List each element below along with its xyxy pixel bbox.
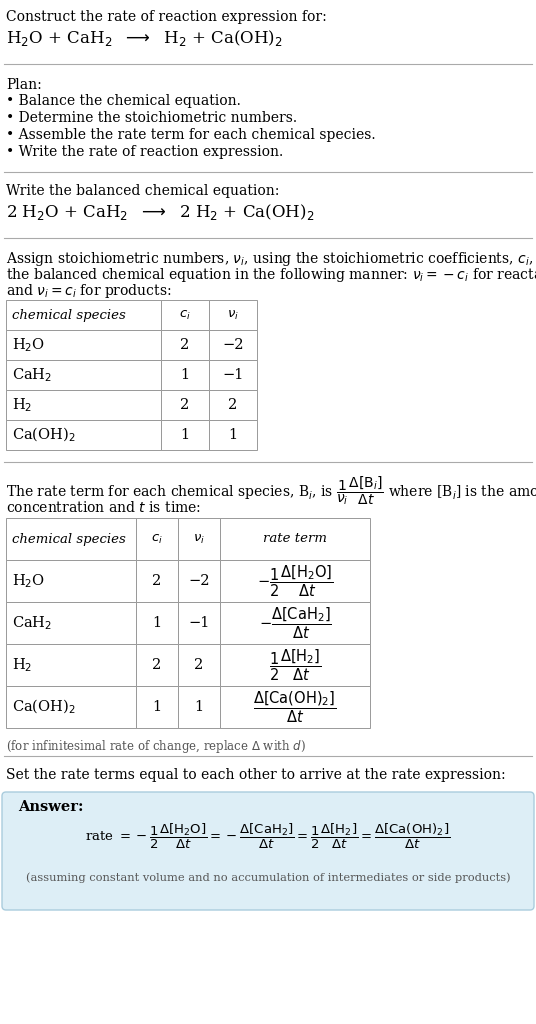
Text: Plan:: Plan: (6, 78, 42, 92)
Text: −2: −2 (222, 338, 244, 352)
Text: 1: 1 (228, 428, 237, 442)
Bar (6, 300, 161, 330)
Text: −1: −1 (188, 616, 210, 630)
Text: • Write the rate of reaction expression.: • Write the rate of reaction expression. (6, 145, 283, 159)
Text: CaH$_2$: CaH$_2$ (12, 367, 52, 384)
Bar (209, 420, 257, 450)
Text: Write the balanced chemical equation:: Write the balanced chemical equation: (6, 184, 279, 198)
Text: rate term: rate term (263, 532, 327, 546)
Text: 1: 1 (181, 428, 190, 442)
Bar (209, 360, 257, 390)
Bar (209, 330, 257, 360)
Text: 2: 2 (181, 338, 190, 352)
Bar (220, 602, 370, 644)
Bar (6, 330, 161, 360)
Text: CaH$_2$: CaH$_2$ (12, 614, 52, 632)
Bar (220, 560, 370, 602)
Bar (136, 686, 178, 728)
Bar (178, 560, 220, 602)
Text: 2: 2 (152, 574, 162, 588)
Text: Construct the rate of reaction expression for:: Construct the rate of reaction expressio… (6, 10, 327, 24)
Text: Set the rate terms equal to each other to arrive at the rate expression:: Set the rate terms equal to each other t… (6, 768, 505, 782)
Text: $c_i$: $c_i$ (179, 308, 191, 322)
Bar (136, 602, 178, 644)
Text: 1: 1 (152, 700, 161, 714)
Text: −2: −2 (188, 574, 210, 588)
Text: rate $= -\dfrac{1}{2}\dfrac{\Delta[\mathrm{H_2O}]}{\Delta t} = -\dfrac{\Delta[\m: rate $= -\dfrac{1}{2}\dfrac{\Delta[\math… (85, 822, 451, 851)
Text: 2: 2 (181, 398, 190, 412)
Bar (6, 644, 136, 686)
Text: Assign stoichiometric numbers, $\nu_i$, using the stoichiometric coefficients, $: Assign stoichiometric numbers, $\nu_i$, … (6, 250, 536, 268)
Text: 1: 1 (195, 700, 204, 714)
Bar (209, 390, 257, 420)
Bar (178, 602, 220, 644)
Bar (6, 420, 161, 450)
Text: • Assemble the rate term for each chemical species.: • Assemble the rate term for each chemic… (6, 128, 376, 142)
Bar (161, 360, 209, 390)
Text: −1: −1 (222, 368, 244, 382)
Text: 1: 1 (152, 616, 161, 630)
Text: $-\dfrac{\Delta[\mathrm{CaH_2}]}{\Delta t}$: $-\dfrac{\Delta[\mathrm{CaH_2}]}{\Delta … (258, 605, 331, 641)
Bar (6, 560, 136, 602)
Text: concentration and $t$ is time:: concentration and $t$ is time: (6, 500, 201, 515)
Text: (for infinitesimal rate of change, replace $\Delta$ with $d$): (for infinitesimal rate of change, repla… (6, 738, 306, 755)
Text: and $\nu_i = c_i$ for products:: and $\nu_i = c_i$ for products: (6, 282, 172, 300)
Text: 1: 1 (181, 368, 190, 382)
Text: 2 H$_2$O + CaH$_2$  $\longrightarrow$  2 H$_2$ + Ca(OH)$_2$: 2 H$_2$O + CaH$_2$ $\longrightarrow$ 2 H… (6, 202, 314, 222)
Bar (178, 644, 220, 686)
Bar (6, 602, 136, 644)
Text: $-\dfrac{1}{2}\dfrac{\Delta[\mathrm{H_2O}]}{\Delta t}$: $-\dfrac{1}{2}\dfrac{\Delta[\mathrm{H_2O… (257, 563, 333, 599)
Bar (220, 686, 370, 728)
Bar (136, 560, 178, 602)
Text: $\nu_i$: $\nu_i$ (227, 308, 239, 322)
Bar (178, 518, 220, 560)
Text: $\nu_i$: $\nu_i$ (193, 532, 205, 546)
Bar (161, 330, 209, 360)
Text: H$_2$: H$_2$ (12, 656, 32, 674)
Text: (assuming constant volume and no accumulation of intermediates or side products): (assuming constant volume and no accumul… (26, 872, 510, 883)
Bar (161, 390, 209, 420)
Text: 2: 2 (228, 398, 237, 412)
Bar (6, 390, 161, 420)
Bar (161, 420, 209, 450)
Bar (6, 518, 136, 560)
Text: 2: 2 (152, 658, 162, 672)
Text: H$_2$: H$_2$ (12, 396, 32, 414)
Text: $c_i$: $c_i$ (151, 532, 163, 546)
Text: $\dfrac{\Delta[\mathrm{Ca(OH)_2}]}{\Delta t}$: $\dfrac{\Delta[\mathrm{Ca(OH)_2}]}{\Delt… (253, 689, 337, 725)
Text: the balanced chemical equation in the following manner: $\nu_i = -c_i$ for react: the balanced chemical equation in the fo… (6, 266, 536, 284)
Text: H$_2$O + CaH$_2$  $\longrightarrow$  H$_2$ + Ca(OH)$_2$: H$_2$O + CaH$_2$ $\longrightarrow$ H$_2$… (6, 28, 282, 48)
Bar (220, 518, 370, 560)
Text: chemical species: chemical species (12, 532, 126, 546)
Text: H$_2$O: H$_2$O (12, 336, 45, 354)
Bar (136, 644, 178, 686)
Text: • Determine the stoichiometric numbers.: • Determine the stoichiometric numbers. (6, 111, 297, 125)
Bar (220, 644, 370, 686)
Text: Answer:: Answer: (18, 800, 84, 814)
FancyBboxPatch shape (2, 792, 534, 910)
Bar (178, 686, 220, 728)
Bar (161, 300, 209, 330)
Bar (209, 300, 257, 330)
Text: chemical species: chemical species (12, 308, 126, 322)
Bar (136, 518, 178, 560)
Text: 2: 2 (195, 658, 204, 672)
Text: • Balance the chemical equation.: • Balance the chemical equation. (6, 94, 241, 108)
Text: $\dfrac{1}{2}\dfrac{\Delta[\mathrm{H_2}]}{\Delta t}$: $\dfrac{1}{2}\dfrac{\Delta[\mathrm{H_2}]… (269, 647, 321, 683)
Text: The rate term for each chemical species, B$_i$, is $\dfrac{1}{\nu_i}\dfrac{\Delt: The rate term for each chemical species,… (6, 474, 536, 507)
Bar (6, 360, 161, 390)
Text: H$_2$O: H$_2$O (12, 572, 45, 590)
Text: Ca(OH)$_2$: Ca(OH)$_2$ (12, 426, 76, 444)
Text: Ca(OH)$_2$: Ca(OH)$_2$ (12, 697, 76, 716)
Bar (6, 686, 136, 728)
